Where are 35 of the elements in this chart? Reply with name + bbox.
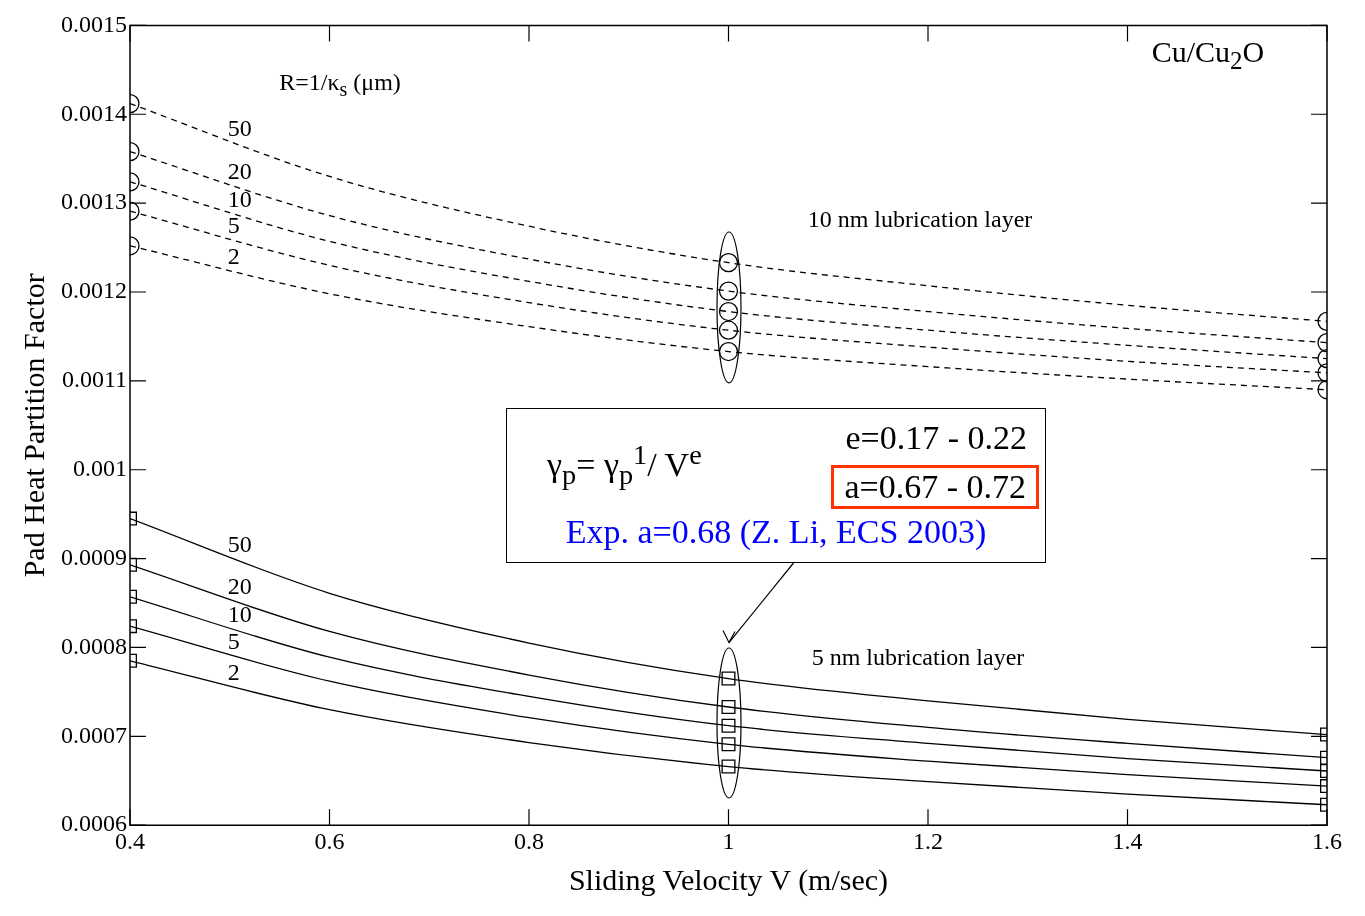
series-label: 50 <box>227 530 252 557</box>
x-tick-label: 0.8 <box>514 827 544 854</box>
x-tick-label: 0.6 <box>314 827 345 854</box>
x-tick-label: 1.6 <box>1312 827 1342 854</box>
y-tick-label: 0.0012 <box>61 277 127 304</box>
y-tick-label: 0.0015 <box>61 10 127 37</box>
annotation: 10 nm lubrication layer <box>807 205 1033 233</box>
annotation: e=0.17 - 0.22 <box>845 419 1027 457</box>
y-tick-label: 0.001 <box>73 455 127 482</box>
y-tick-label: 0.0008 <box>61 632 127 659</box>
y-tick-label: 0.0009 <box>61 543 127 570</box>
series-label: 10 <box>227 185 252 212</box>
series-label: 20 <box>227 572 252 599</box>
series-label: 20 <box>227 158 252 185</box>
series-label: 2 <box>227 243 240 270</box>
annotation: Cu/Cu$_{2}$O <box>1151 35 1265 75</box>
series-label: 5 <box>227 627 240 654</box>
y-tick-label: 0.0013 <box>61 188 127 215</box>
y-tick-label: 0.0011 <box>61 366 127 393</box>
x-tick-label: 1.2 <box>913 827 943 854</box>
series-label: 50 <box>227 114 252 141</box>
annotation: a=0.67 - 0.72 <box>831 465 1039 509</box>
x-tick-label: 1 <box>722 827 735 854</box>
x-tick-label: 1.4 <box>1112 827 1143 854</box>
annotation: 5 nm lubrication layer <box>811 643 1025 671</box>
annotation: R=1/κ$_{s}$ (μm) <box>279 69 401 101</box>
y-axis-title: Pad Heat Partition Factor <box>16 273 50 578</box>
y-tick-label: 0.0007 <box>61 721 127 748</box>
series-label: 10 <box>227 601 252 628</box>
series-label: 2 <box>227 658 240 685</box>
annotation: Exp. a=0.68 (Z. Li, ECS 2003) <box>564 513 988 551</box>
series-label: 5 <box>227 212 240 239</box>
y-tick-label: 0.0014 <box>61 99 127 126</box>
x-axis-title: Sliding Velocity V (m/sec) <box>568 862 889 897</box>
annotation: γ$_{p}$= γ$_{p}$$^{1}$/ V$^{e}$ <box>547 439 702 492</box>
